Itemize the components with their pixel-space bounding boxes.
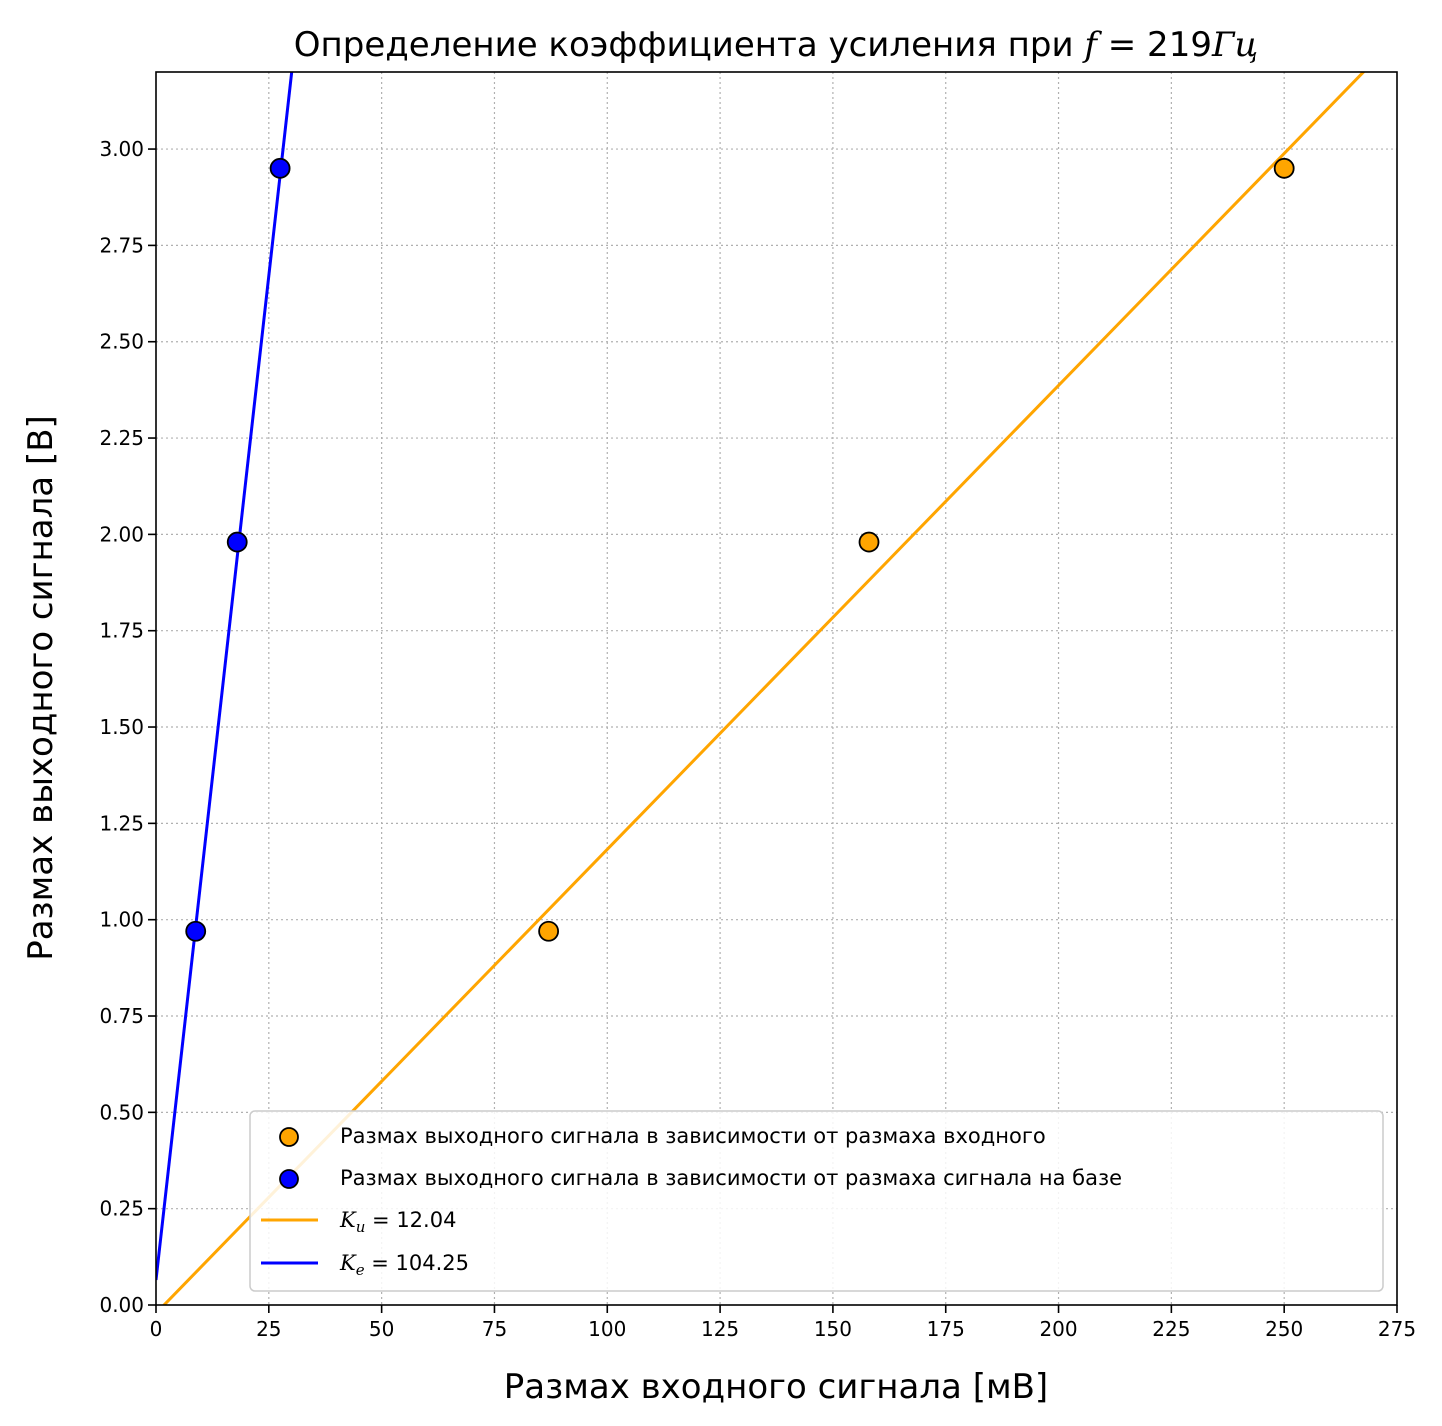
y-tick-label: 0.75 xyxy=(99,1004,144,1028)
data-point-s0-2 xyxy=(1273,157,1295,179)
data-point-s1-0 xyxy=(185,920,207,942)
x-tick-label: 275 xyxy=(1378,1317,1416,1341)
chart-title-unit: Гц xyxy=(1211,25,1258,65)
fit-line-3 xyxy=(156,72,294,1281)
y-tick-label: 1.25 xyxy=(99,811,144,835)
x-tick-label: 250 xyxy=(1265,1317,1303,1341)
fit-line-2 xyxy=(161,72,1366,1305)
y-tick-label: 2.25 xyxy=(99,426,144,450)
legend-box xyxy=(249,1110,1384,1292)
plot-frame xyxy=(155,71,1398,1306)
legend-ku-symbol: K xyxy=(339,1208,357,1232)
x-tick-label: 0 xyxy=(150,1317,163,1341)
legend-ku-value: = 12.04 xyxy=(365,1208,456,1232)
data-point-s1-1 xyxy=(226,531,248,553)
y-axis-label: Размах выходного сигнала [В] xyxy=(21,415,61,961)
chart-title: Определение коэффициента усиления при f … xyxy=(294,25,1258,65)
x-tick-label: 200 xyxy=(1039,1317,1077,1341)
data-points xyxy=(185,157,1295,942)
y-tick-label: 0.25 xyxy=(99,1197,144,1221)
y-tick-label: 1.75 xyxy=(99,619,144,643)
legend-label-0: Размах выходного сигнала в зависимости о… xyxy=(340,1124,1046,1148)
y-tick-label: 3.00 xyxy=(99,137,144,161)
x-axis-label: Размах входного сигнала [мВ] xyxy=(504,1367,1048,1407)
legend-marker-blue xyxy=(279,1169,299,1189)
data-point-s0-0 xyxy=(538,920,560,942)
x-tick-label: 150 xyxy=(814,1317,852,1341)
fit-lines xyxy=(156,72,1366,1305)
legend-ke-symbol: K xyxy=(339,1251,357,1275)
x-tick-label: 225 xyxy=(1152,1317,1190,1341)
y-tick-label: 0.00 xyxy=(99,1293,144,1317)
y-tick-label: 2.50 xyxy=(99,330,144,354)
chart-title-eq: = 219 xyxy=(1097,25,1212,65)
legend: Размах выходного сигнала в зависимости о… xyxy=(249,1110,1384,1292)
legend-ke-sub: e xyxy=(356,1261,365,1279)
y-tick-label: 1.00 xyxy=(99,908,144,932)
y-tick-label: 1.50 xyxy=(99,715,144,739)
x-tick-label: 100 xyxy=(588,1317,626,1341)
x-tick-label: 50 xyxy=(369,1317,394,1341)
legend-marker-orange xyxy=(279,1127,299,1147)
y-tick-label: 2.00 xyxy=(99,522,144,546)
legend-label-2: Ku = 12.04 xyxy=(339,1208,456,1236)
y-tick-label: 0.50 xyxy=(99,1100,144,1124)
x-tick-label: 125 xyxy=(701,1317,739,1341)
x-tick-label: 175 xyxy=(927,1317,965,1341)
y-tick-label: 2.75 xyxy=(99,233,144,257)
legend-label-1: Размах выходного сигнала в зависимости о… xyxy=(340,1166,1122,1190)
grid xyxy=(156,72,1397,1305)
data-point-s0-1 xyxy=(858,531,880,553)
legend-ku-sub: u xyxy=(356,1218,366,1236)
x-tick-label: 75 xyxy=(482,1317,507,1341)
chart-title-text: Определение коэффициента усиления при xyxy=(294,25,1074,65)
data-point-s1-2 xyxy=(269,157,291,179)
legend-label-3: Ke = 104.25 xyxy=(339,1251,469,1279)
legend-ke-value: = 104.25 xyxy=(365,1251,469,1275)
x-tick-label: 25 xyxy=(256,1317,281,1341)
axis-ticks: 0 25 50 75 100 125 150 175 200 225 250 275 0.00 0.25 0… xyxy=(99,137,1416,1341)
